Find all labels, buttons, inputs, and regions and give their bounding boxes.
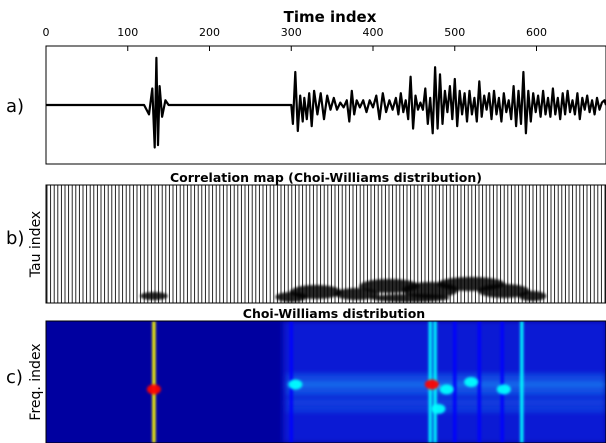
spectrogram-line bbox=[453, 321, 457, 443]
spectrogram-hotspot bbox=[424, 379, 439, 390]
x-tick-label: 500 bbox=[444, 26, 465, 39]
correlation-blobs bbox=[139, 277, 547, 302]
x-axis-title: Time index bbox=[284, 8, 377, 26]
signal-line bbox=[46, 56, 606, 149]
x-tick-label: 400 bbox=[363, 26, 384, 39]
spectrogram-line bbox=[500, 321, 504, 443]
spectrogram-hotspot bbox=[146, 384, 161, 395]
correlation-blob bbox=[518, 291, 547, 301]
correlation-blob bbox=[369, 294, 450, 302]
spectrogram-hotspot bbox=[464, 377, 479, 387]
panel-c-title: Choi-Williams distribution bbox=[243, 306, 425, 321]
panel-a-label: a) bbox=[6, 96, 24, 117]
panel-c: Choi-Williams distribution Freq. index c… bbox=[6, 306, 606, 443]
spectrogram-line bbox=[477, 321, 481, 443]
correlation-blob bbox=[289, 285, 342, 299]
x-tick-label: 300 bbox=[281, 26, 302, 39]
panel-b-axes bbox=[45, 184, 606, 304]
panel-b-ylabel: Tau index bbox=[28, 211, 44, 278]
correlation-blob bbox=[334, 288, 379, 300]
spectrogram-band bbox=[287, 375, 606, 380]
spectrogram-hotspot bbox=[496, 384, 511, 395]
panel-a: Time index 0 100 200 300 400 500 600 a) bbox=[6, 8, 606, 165]
spectrogram-band bbox=[287, 399, 606, 404]
x-tick-label: 200 bbox=[199, 26, 220, 39]
spectrogram-region bbox=[283, 321, 606, 443]
panel-c-axes bbox=[45, 320, 606, 443]
correlation-blob bbox=[477, 284, 530, 298]
spectrogram-band bbox=[287, 406, 606, 411]
panel-b: Correlation map (Choi-Williams distribut… bbox=[6, 170, 606, 304]
correlation-blob bbox=[139, 292, 168, 300]
spectrogram-hotspot bbox=[431, 403, 446, 414]
spectrogram-hotspots bbox=[146, 377, 511, 414]
spectrogram-line bbox=[152, 321, 156, 443]
panel-b-title: Correlation map (Choi-Williams distribut… bbox=[170, 170, 482, 185]
x-tick-labels: 0 100 200 300 400 500 600 bbox=[43, 26, 548, 39]
panel-c-ylabel: Freq. index bbox=[28, 343, 44, 420]
x-tick-marks bbox=[45, 46, 538, 51]
x-tick-label: 600 bbox=[526, 26, 547, 39]
spectrogram-glow bbox=[283, 321, 606, 443]
x-tick-label: 100 bbox=[117, 26, 138, 39]
panel-c-label: c) bbox=[6, 367, 23, 388]
spectrogram-hotspot bbox=[288, 379, 303, 390]
panel-b-label: b) bbox=[6, 228, 24, 249]
x-tick-label: 0 bbox=[43, 26, 50, 39]
spectrogram-line bbox=[520, 321, 524, 443]
spectrogram-hotspot bbox=[439, 384, 454, 395]
